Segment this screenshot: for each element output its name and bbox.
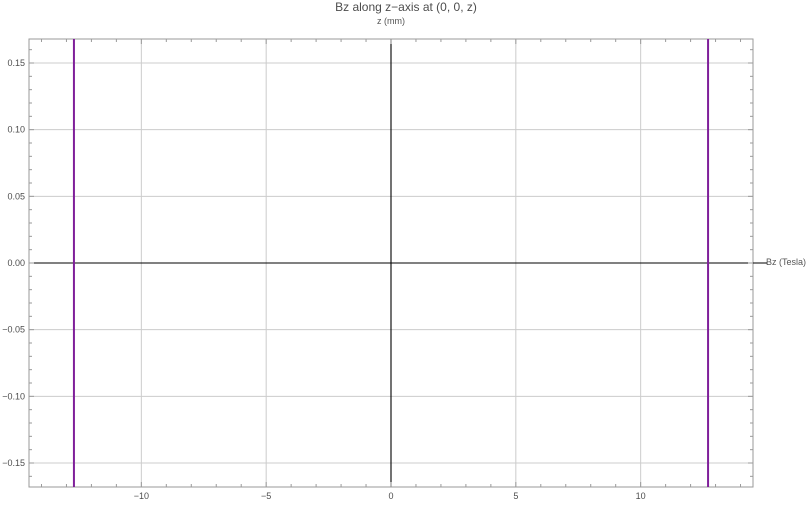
x-tick-label: −5 [261, 491, 271, 501]
x-tick-label: 5 [513, 491, 518, 501]
x-tick-label: 10 [636, 491, 646, 501]
y-tick-label: 0.00 [7, 258, 25, 268]
x-tick-label: 0 [388, 491, 393, 501]
x-tick-label: −10 [134, 491, 149, 501]
chart-title: Bz along z−axis at (0, 0, z) [335, 0, 477, 14]
y-tick-label: −0.15 [2, 458, 25, 468]
y-tick-label: −0.05 [2, 325, 25, 335]
y-tick-label: −0.10 [2, 391, 25, 401]
y-tick-label: 0.15 [7, 58, 25, 68]
x-axis-label: z (mm) [377, 16, 405, 26]
y-tick-label: 0.05 [7, 191, 25, 201]
y-tick-label: 0.10 [7, 125, 25, 135]
y-axis-label: Bz (Tesla) [766, 257, 807, 267]
